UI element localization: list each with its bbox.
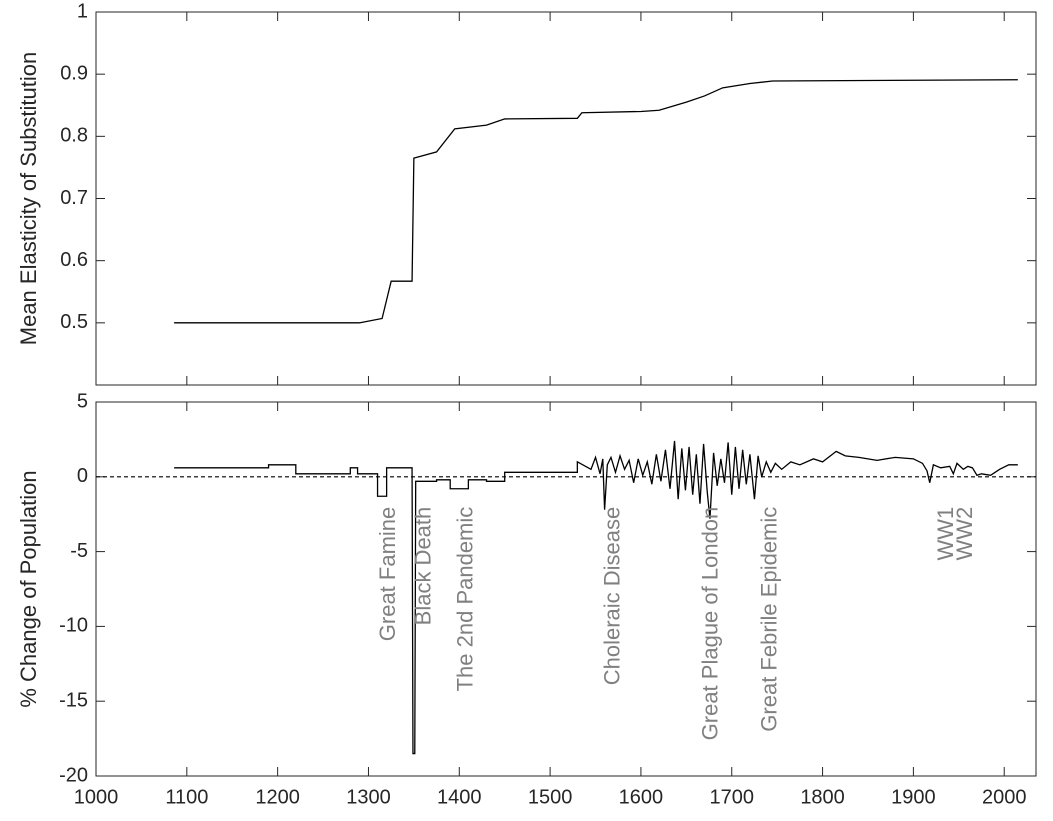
data-line <box>174 440 1018 755</box>
annotation: Great Famine <box>375 507 400 641</box>
annotation: Great Febrile Epidemic <box>757 507 782 732</box>
x-tick-label: 2000 <box>982 786 1027 808</box>
x-tick-label: 1100 <box>165 786 208 808</box>
y-tick-label: 0.9 <box>60 62 88 84</box>
x-tick-label: 1900 <box>891 786 936 808</box>
y-tick-label: 0.7 <box>60 187 88 209</box>
annotation: WW1 <box>933 507 958 561</box>
x-tick-label: 1300 <box>346 786 391 808</box>
axes-box <box>95 11 1037 386</box>
annotation: Black Death <box>411 507 436 626</box>
annotation: WW2 <box>952 507 977 561</box>
x-tick-label: 1000 <box>74 786 119 808</box>
x-tick-label: 1800 <box>800 786 845 808</box>
y-axis-label: Mean Elasticity of Substitution <box>16 52 41 345</box>
y-tick-label: -10 <box>59 615 88 637</box>
y-tick-label: -5 <box>70 540 88 562</box>
annotation: The 2nd Pandemic <box>452 507 477 692</box>
y-tick-label: 1 <box>77 0 88 22</box>
y-tick-label: -15 <box>59 689 88 711</box>
y-tick-label: 0 <box>77 465 88 487</box>
axes-box <box>95 401 1037 777</box>
y-tick-label: 5 <box>77 390 88 412</box>
x-tick-label: 1400 <box>437 786 482 808</box>
annotation: Great Plague of London <box>698 507 723 741</box>
y-tick-label: 0.5 <box>60 311 88 333</box>
y-tick-label: 0.6 <box>60 249 88 271</box>
x-tick-label: 1600 <box>619 786 664 808</box>
y-axis-label: % Change of Population <box>16 470 41 707</box>
x-tick-label: 1700 <box>709 786 754 808</box>
y-tick-label: -20 <box>59 764 88 786</box>
x-tick-label: 1200 <box>255 786 300 808</box>
data-line <box>174 79 1018 324</box>
y-tick-label: 0.8 <box>60 125 88 147</box>
annotation: Choleraic Disease <box>599 507 624 686</box>
x-tick-label: 1500 <box>528 786 573 808</box>
